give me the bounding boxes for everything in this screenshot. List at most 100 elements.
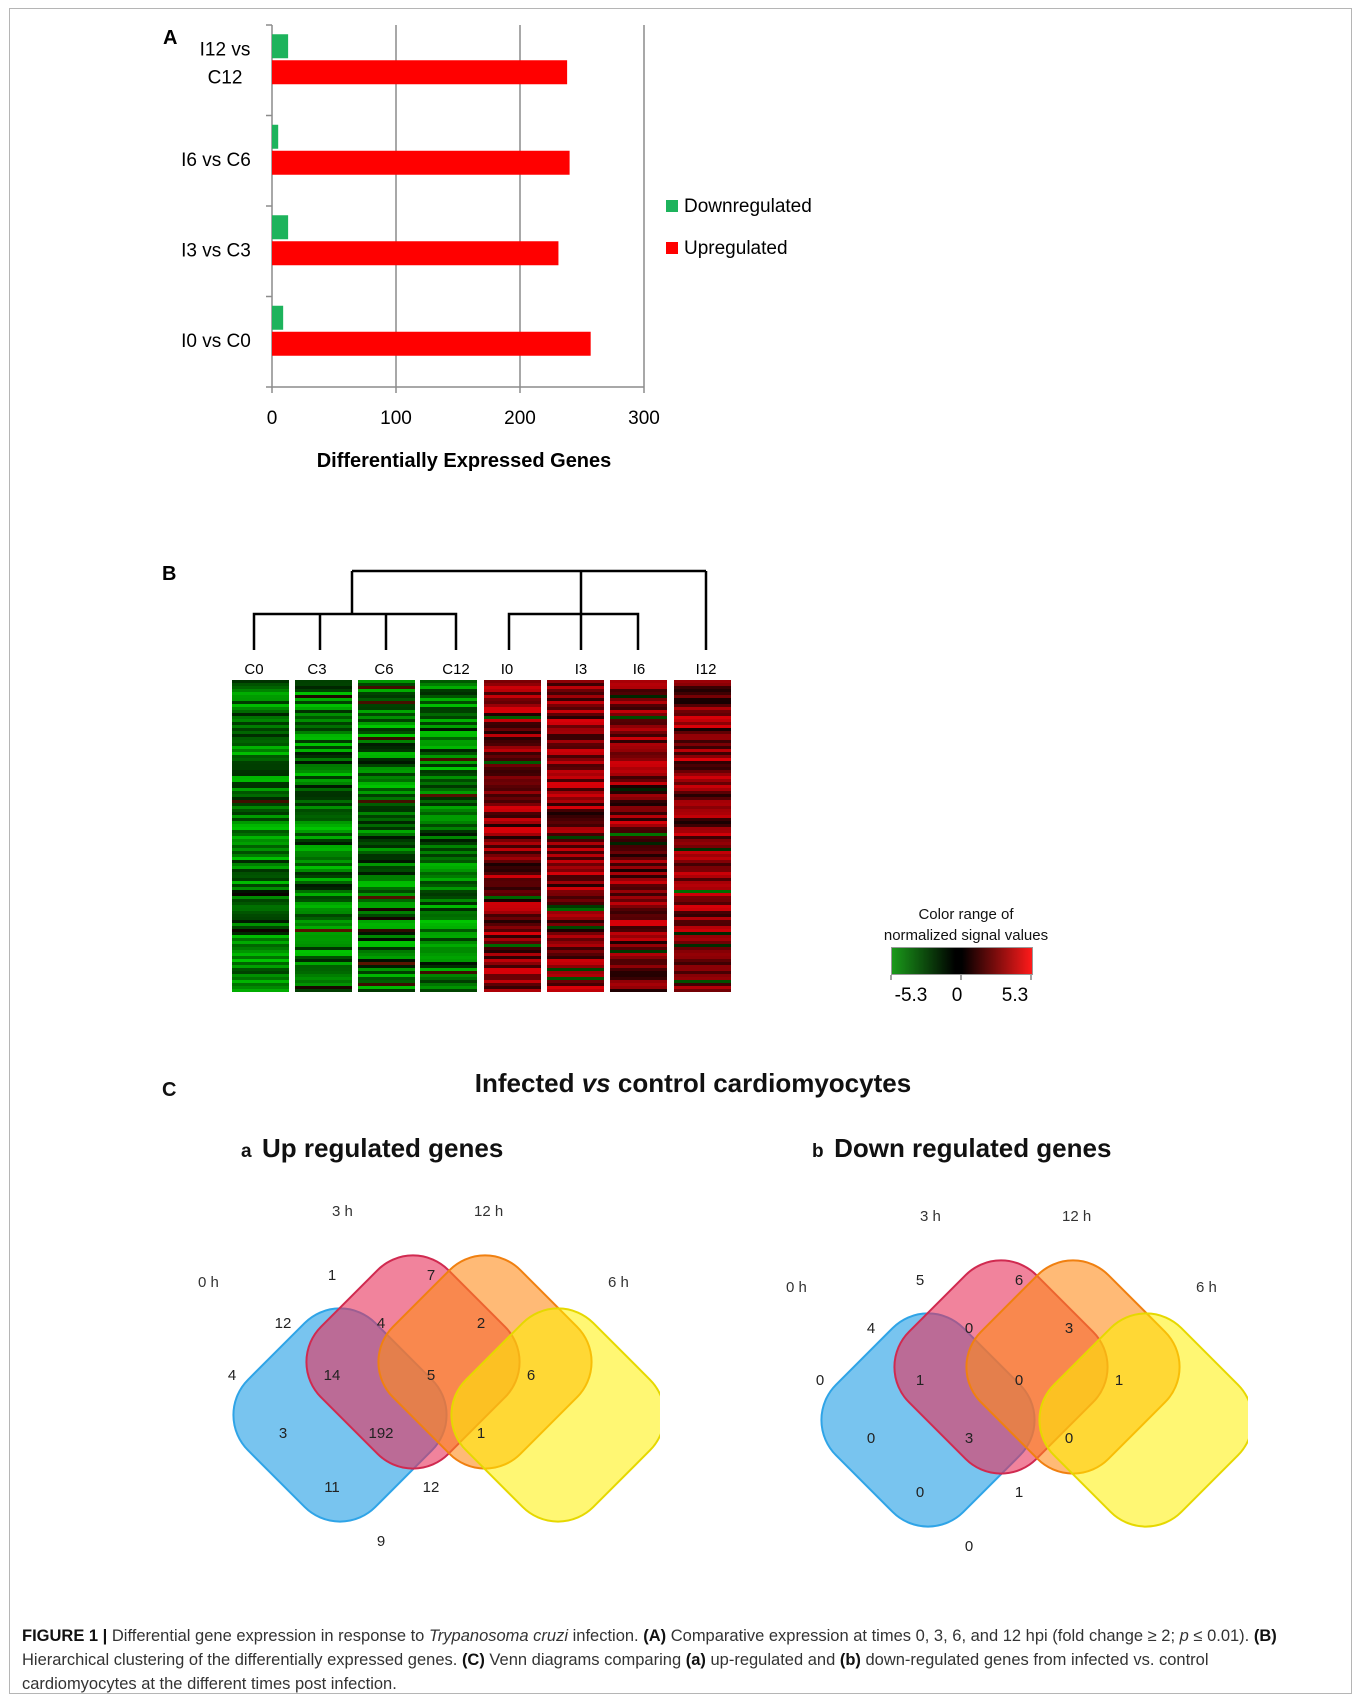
- venn-count: 0: [916, 1484, 924, 1501]
- caption-text-3: Comparative expression at times 0, 3, 6,…: [666, 1627, 1180, 1645]
- colorbar-title: Color range of normalized signal values: [866, 904, 1066, 946]
- venn-count: 6: [1015, 1272, 1023, 1289]
- venn-a-title: Up regulated genes: [262, 1133, 504, 1163]
- col-label-i0: I0: [501, 661, 514, 678]
- category-label: I3 vs C3: [181, 240, 251, 261]
- bar-downregulated: [272, 215, 289, 240]
- venn-count: 0: [1065, 1430, 1073, 1447]
- heatmap-column-i6: [610, 680, 667, 992]
- venn-count: 4: [867, 1320, 875, 1337]
- venn-down-label-0h: 0 h: [786, 1279, 807, 1296]
- venn-up-label-12h: 12 h: [474, 1203, 503, 1220]
- venn-count: 1: [916, 1372, 924, 1389]
- colorbar-min-label: -5.3: [895, 985, 928, 1006]
- caption-p: p: [1179, 1627, 1189, 1645]
- caption-species: Trypanosoma cruzi: [428, 1627, 569, 1645]
- legend-label-downregulated: Downregulated: [684, 196, 812, 217]
- caption-ref-b: (B): [1253, 1627, 1277, 1645]
- caption-text-8: down-regulated genes from infected vs. c…: [22, 1651, 1209, 1693]
- bar-upregulated: [272, 241, 559, 266]
- col-label-c12: C12: [442, 661, 470, 678]
- legend-label-upregulated: Upregulated: [684, 238, 788, 259]
- col-label-i6: I6: [633, 661, 646, 678]
- venn-b-heading: b Down regulated genes: [812, 1133, 1111, 1164]
- heatmap-column-c6: [358, 680, 415, 992]
- venn-count: 12: [275, 1315, 292, 1332]
- panel-letter-b: B: [162, 563, 176, 585]
- x-tick-label: 100: [380, 408, 412, 429]
- bar-upregulated: [272, 331, 591, 356]
- bar-downregulated: [272, 124, 279, 149]
- venn-a-tag: a: [241, 1141, 252, 1162]
- caption-ref-c: (C): [461, 1651, 485, 1669]
- caption-ref-a: (A): [643, 1627, 667, 1645]
- caption-text-5: Hierarchical clustering of the different…: [22, 1651, 462, 1669]
- venn-count: 6: [527, 1367, 535, 1384]
- col-label-i3: I3: [575, 661, 588, 678]
- x-tick-label: 0: [267, 408, 278, 429]
- colorbar-title-line1: Color range of: [918, 906, 1014, 923]
- bar-upregulated: [272, 60, 568, 85]
- venn-a-heading: a Up regulated genes: [241, 1133, 503, 1164]
- title-part-1: Infected: [474, 1068, 582, 1098]
- venn-count: 5: [427, 1367, 435, 1384]
- caption-text-6: Venn diagrams comparing: [484, 1651, 686, 1669]
- colorbar-mid-label: 0: [952, 985, 963, 1006]
- venn-count: 12: [423, 1479, 440, 1496]
- venn-count: 7: [427, 1267, 435, 1284]
- venn-count: 1: [1115, 1372, 1123, 1389]
- venn-count: 0: [1015, 1372, 1023, 1389]
- dendrogram: B C0 C3 C6 C12 I0 I3 I6 I12: [162, 563, 717, 678]
- venn-count: 192: [368, 1425, 393, 1442]
- bar-chart-a: A I12 vs C12 I6 vs C6 I3 vs C3 I0 vs C0 0 100…: [163, 24, 812, 472]
- venn-b-title: Down regulated genes: [834, 1133, 1112, 1163]
- venn-count: 3: [1065, 1320, 1073, 1337]
- venn-count: 3: [279, 1425, 287, 1442]
- venn-b-tag: b: [812, 1141, 824, 1162]
- caption-text-2: infection.: [568, 1627, 644, 1645]
- venn-count: 0: [816, 1372, 824, 1389]
- heatmap-column-i0: [484, 680, 541, 992]
- venn-count: 0: [867, 1430, 875, 1447]
- venn-down-label-12h: 12 h: [1062, 1208, 1091, 1225]
- category-label: I12 vs: [200, 39, 251, 60]
- heatmap-column-i3: [547, 680, 604, 992]
- bar-upregulated: [272, 150, 570, 175]
- heatmap-column-c3: [295, 680, 352, 992]
- venn-up: 0 h 3 h 12 h 6 h 1 712 4 24 614 53 192 111 129: [198, 1203, 660, 1550]
- caption-text-1: Differential gene expression in response…: [107, 1627, 429, 1645]
- x-tick-label: 300: [628, 408, 660, 429]
- bar-downregulated: [272, 305, 284, 330]
- x-tick-label: 200: [504, 408, 536, 429]
- venn-up-label-6h: 6 h: [608, 1274, 629, 1291]
- venn-set-6h: [450, 1307, 660, 1523]
- caption-text-7: up-regulated and: [705, 1651, 840, 1669]
- venn-down: 0 h 3 h 12 h 6 h 5 6 4 0 3 0 1 1 0 0 3 0 0 1 0: [786, 1208, 1248, 1555]
- col-label-c0: C0: [244, 661, 263, 678]
- heatmap-column-c12: [420, 680, 477, 992]
- venn-count: 2: [477, 1315, 485, 1332]
- bar-downregulated: [272, 34, 289, 59]
- title-part-2: control cardiomyocytes: [610, 1068, 912, 1098]
- caption-ref-a-lower: (a): [685, 1651, 706, 1669]
- panel-letter-c: C: [162, 1079, 177, 1101]
- venn-count: 1: [477, 1425, 485, 1442]
- caption-label: FIGURE 1 |: [22, 1627, 108, 1645]
- venn-count: 11: [324, 1479, 340, 1496]
- venn-down-label-3h: 3 h: [920, 1208, 941, 1225]
- heatmap-column-i12: [674, 680, 731, 992]
- category-label: I0 vs C0: [181, 331, 251, 352]
- legend: Downregulated Upregulated: [666, 196, 812, 259]
- legend-swatch-upregulated: [666, 242, 678, 254]
- venn-up-label-0h: 0 h: [198, 1274, 219, 1291]
- venn-set-6h: [1038, 1312, 1248, 1528]
- col-label-c6: C6: [374, 661, 393, 678]
- venn-count: 0: [965, 1320, 973, 1337]
- x-axis-title: Differentially Expressed Genes: [317, 450, 612, 472]
- venn-count: 0: [965, 1538, 973, 1555]
- colorbar-title-line2: normalized signal values: [883, 927, 1049, 944]
- col-label-i12: I12: [696, 661, 717, 678]
- venn-count: 14: [324, 1367, 341, 1384]
- caption-text-4: ≤ 0.01).: [1188, 1627, 1254, 1645]
- colorbar-max-label: 5.3: [1002, 985, 1028, 1006]
